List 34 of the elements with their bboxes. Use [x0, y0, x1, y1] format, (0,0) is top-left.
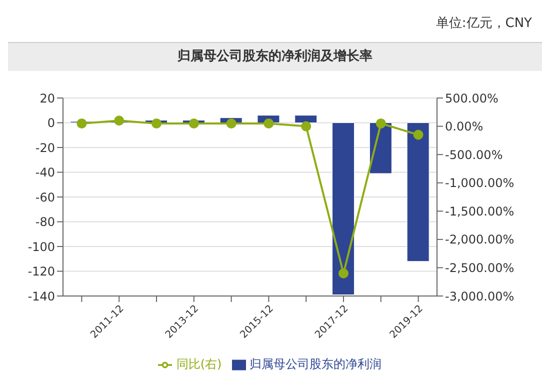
y-tick-label: -60 — [35, 190, 55, 204]
text: 单位:亿元，CNY — [436, 15, 532, 32]
chart-title: 归属母公司股东的净利润及增长率 — [8, 42, 542, 71]
y-tick-label: 0 — [47, 116, 55, 130]
y-tick-label: -100 — [28, 240, 55, 254]
point — [413, 130, 424, 140]
point — [301, 121, 312, 132]
y-tick-label: -40 — [35, 166, 55, 180]
point — [76, 118, 87, 128]
y2-tick-label: -2,500.00% — [445, 260, 514, 275]
legend-label: 同比(右) — [176, 357, 222, 371]
y2-tick-label: -3,000.00% — [445, 289, 514, 304]
point — [114, 116, 124, 126]
point — [338, 268, 348, 278]
y-tick-label: -20 — [35, 140, 55, 155]
y2-tick-label: 500.00% — [445, 91, 498, 106]
point — [152, 118, 162, 128]
y2-tick-label: 0.00% — [445, 120, 484, 134]
y-tick-label: -80 — [35, 215, 55, 230]
point — [226, 118, 236, 128]
point — [376, 118, 386, 128]
point — [264, 118, 274, 128]
y2-tick-label: -2,000.00% — [445, 232, 514, 247]
y-tick-label: 20 — [40, 91, 55, 106]
bar — [332, 122, 355, 296]
y2-tick-label: -500.00% — [445, 148, 503, 162]
y-tick-label: -140 — [28, 289, 55, 304]
y2-tick-label: -1,500.00% — [445, 204, 514, 218]
y-tick-label: -120 — [28, 264, 55, 279]
point — [188, 118, 199, 128]
bar — [294, 115, 318, 123]
y2-tick-label: -1,000.00% — [445, 176, 514, 190]
bar — [406, 122, 430, 262]
legend-label: 归属母公司股东的净利润 — [250, 357, 382, 371]
